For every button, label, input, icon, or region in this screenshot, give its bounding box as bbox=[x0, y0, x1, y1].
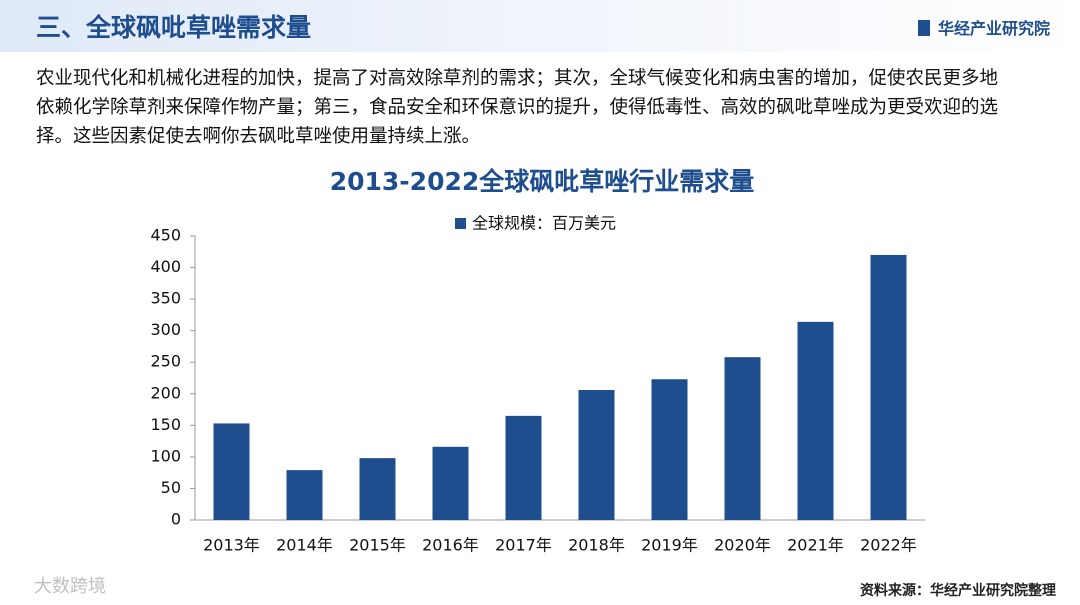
x-tick-label: 2021年 bbox=[787, 536, 844, 555]
paragraph-line: 依赖化学除草剂来保障作物产量；第三，食品安全和环保意识的提升，使得低毒性、高效的… bbox=[36, 97, 999, 118]
x-tick-label: 2020年 bbox=[714, 536, 771, 555]
x-tick-label: 2018年 bbox=[568, 536, 625, 555]
y-tick-label: 350 bbox=[150, 289, 181, 308]
legend-swatch bbox=[455, 218, 466, 229]
y-tick-label: 400 bbox=[150, 257, 181, 276]
y-tick-label: 300 bbox=[150, 320, 181, 339]
paragraph: 农业现代化和机械化进程的加快，提高了对高效除草剂的需求；其次，全球气候变化和病虫… bbox=[36, 64, 1066, 151]
x-tick-label: 2013年 bbox=[203, 536, 260, 555]
x-tick-label: 2016年 bbox=[422, 536, 479, 555]
y-tick-label: 150 bbox=[150, 415, 181, 434]
bar bbox=[505, 415, 542, 520]
paragraph-line: 择。这些因素促使去啊你去砜吡草唑使用量持续上涨。 bbox=[36, 126, 481, 147]
logo: 华经产业研究院 bbox=[917, 15, 1050, 39]
y-tick-label: 0 bbox=[171, 510, 181, 529]
section-title: 三、全球砜吡草唑需求量 bbox=[36, 13, 312, 42]
legend-label: 全球规模：百万美元 bbox=[472, 214, 616, 233]
bar bbox=[359, 458, 396, 520]
bar bbox=[724, 357, 761, 520]
chart-title: 2013-2022全球砜吡草唑行业需求量 bbox=[330, 167, 755, 196]
source: 资料来源：华经产业研究院整理 bbox=[860, 583, 1056, 599]
y-tick-label: 200 bbox=[150, 383, 181, 402]
y-tick-label: 250 bbox=[150, 352, 181, 371]
y-tick-label: 450 bbox=[150, 226, 181, 245]
bar bbox=[213, 423, 250, 520]
x-tick-label: 2017年 bbox=[495, 536, 552, 555]
bar bbox=[432, 446, 469, 520]
bar bbox=[797, 321, 834, 520]
bar bbox=[870, 254, 907, 520]
x-tick-label: 2015年 bbox=[349, 536, 406, 555]
x-tick-label: 2019年 bbox=[641, 536, 698, 555]
y-tick-label: 50 bbox=[161, 478, 181, 497]
x-tick-label: 2014年 bbox=[276, 536, 333, 555]
bar bbox=[651, 379, 688, 520]
paragraph-line: 农业现代化和机械化进程的加快，提高了对高效除草剂的需求；其次，全球气候变化和病虫… bbox=[36, 68, 999, 89]
x-tick-label: 2022年 bbox=[860, 536, 917, 555]
logo-text: 华经产业研究院 bbox=[937, 19, 1050, 38]
watermark: 大数跨境 bbox=[34, 576, 106, 597]
header-band bbox=[0, 0, 1080, 52]
bar bbox=[578, 389, 615, 520]
y-tick-label: 100 bbox=[150, 446, 181, 465]
bar bbox=[286, 470, 323, 520]
